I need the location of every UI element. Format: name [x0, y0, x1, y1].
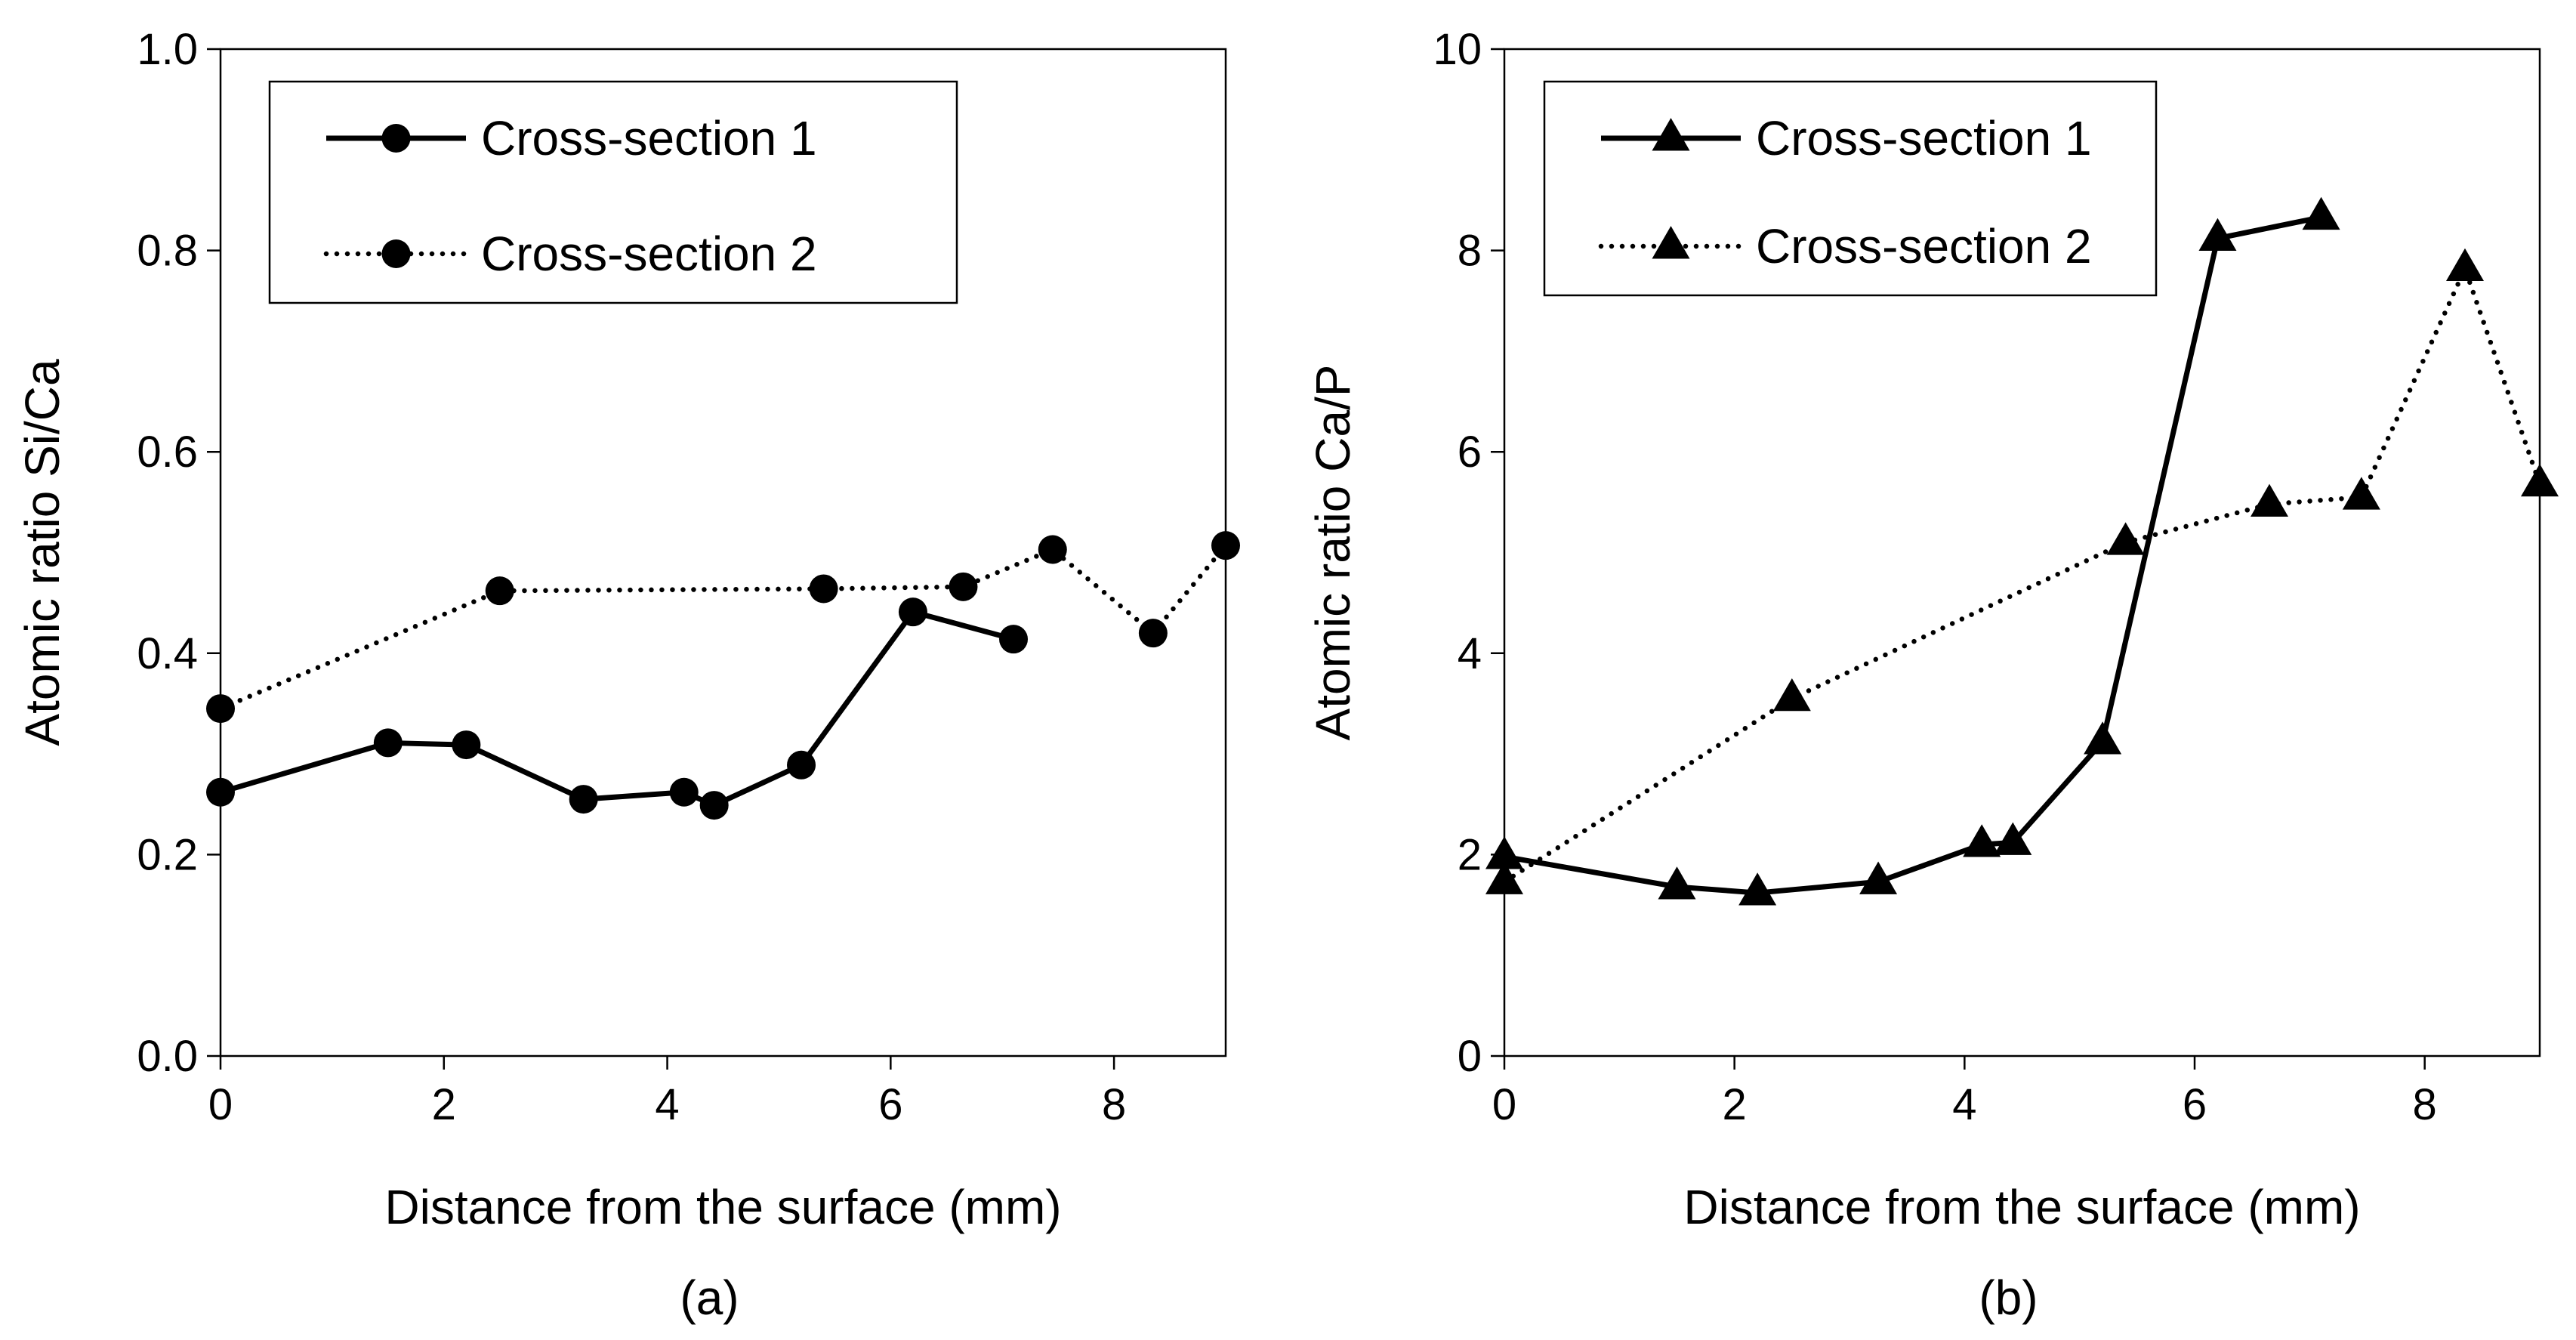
legend-label-b-1: Cross-section 1 [1756, 111, 2092, 165]
data-point-a-1-6 [787, 750, 816, 780]
x-tick-label-a-2: 4 [655, 1080, 679, 1129]
legend-label-a-1: Cross-section 1 [481, 111, 817, 165]
y-tick-label-b-3: 6 [1458, 428, 1482, 477]
y-tick-label-b-4: 8 [1458, 227, 1482, 276]
data-point-a-2-3 [949, 572, 978, 601]
y-tick-label-a-0: 0.0 [137, 1032, 198, 1081]
data-point-a-1-2 [452, 730, 481, 760]
x-tick-label-a-4: 8 [1102, 1080, 1126, 1129]
data-point-a-2-6 [1211, 531, 1240, 560]
y-tick-label-b-1: 2 [1458, 830, 1482, 879]
legend-box-b [1543, 80, 2158, 297]
data-point-b-1-5 [1994, 822, 2032, 855]
x-tick-label-b-1: 2 [1723, 1080, 1747, 1129]
data-point-a-2-4 [1038, 535, 1067, 564]
legend-marker-b-1 [1652, 118, 1690, 151]
data-point-b-2-0 [1485, 861, 1523, 894]
legend-marker-a-1 [381, 124, 411, 153]
x-axis-label-a: Distance from the surface (mm) [384, 1180, 1061, 1234]
x-tick-label-a-1: 2 [432, 1080, 456, 1129]
data-point-a-2-1 [485, 576, 514, 606]
data-point-a-1-0 [206, 777, 235, 807]
legend-b: Cross-section 1 Cross-section 2 [1543, 80, 2158, 297]
x-axis-label-b: Distance from the surface (mm) [1683, 1180, 2360, 1234]
legend-marker-a-2 [381, 239, 411, 268]
data-point-a-1-1 [373, 728, 403, 758]
plot-frame-b [1503, 48, 2541, 1057]
x-tick-label-b-2: 4 [1952, 1080, 1976, 1129]
data-point-a-1-8 [999, 625, 1029, 654]
legend-label-a-2: Cross-section 2 [481, 227, 817, 281]
data-point-b-2-6 [2521, 464, 2559, 497]
legend-marker-b-2 [1652, 226, 1690, 259]
legend-a: Cross-section 1 Cross-section 2 [268, 80, 958, 304]
legend-box-a [268, 80, 958, 304]
data-point-a-2-0 [206, 694, 235, 724]
x-tick-label-a-3: 6 [878, 1080, 902, 1129]
data-point-b-1-7 [2198, 218, 2237, 252]
data-point-b-1-3 [1859, 861, 1898, 894]
data-point-a-1-4 [669, 777, 699, 807]
data-point-a-2-2 [809, 574, 838, 604]
y-axis-label-a: Atomic ratio Si/Ca [15, 359, 69, 746]
data-point-b-2-5 [2445, 248, 2484, 282]
legend-label-b-2: Cross-section 2 [1756, 219, 2092, 273]
data-point-b-2-2 [2106, 522, 2145, 555]
y-tick-label-b-0: 0 [1458, 1032, 1482, 1081]
data-point-b-1-2 [1738, 872, 1777, 906]
x-tick-label-b-0: 0 [1492, 1080, 1516, 1129]
y-tick-label-a-2: 0.4 [137, 629, 198, 678]
y-tick-label-a-1: 0.2 [137, 830, 198, 879]
panel-label-b: (b) [1979, 1271, 2038, 1325]
data-point-b-2-3 [2251, 483, 2289, 517]
x-tick-label-a-0: 0 [208, 1080, 233, 1129]
x-tick-label-b-4: 8 [2413, 1080, 2437, 1129]
data-point-b-1-8 [2302, 196, 2340, 230]
y-tick-label-a-3: 0.6 [137, 428, 198, 477]
data-point-b-1-6 [2084, 721, 2122, 755]
data-point-a-1-5 [699, 791, 729, 820]
data-point-b-2-1 [1772, 678, 1811, 712]
x-tick-label-b-3: 6 [2183, 1080, 2207, 1129]
y-axis-label-b: Atomic ratio Ca/P [1306, 365, 1360, 741]
data-point-b-2-4 [2342, 477, 2380, 510]
chart-panel-b: 0 2 4 6 8 10 0 2 4 6 8 Distance from the surface (m… [1306, 25, 2559, 1325]
y-tick-label-a-4: 0.8 [137, 227, 198, 276]
data-point-a-1-3 [569, 785, 598, 814]
y-tick-label-b-2: 4 [1458, 629, 1482, 678]
data-point-a-1-7 [898, 597, 927, 627]
data-point-b-1-1 [1658, 866, 1696, 900]
data-point-b-1-4 [1963, 824, 2001, 857]
y-tick-label-b-5: 10 [1433, 25, 1482, 74]
panel-label-a: (a) [680, 1271, 739, 1325]
chart-panel-a: 0.0 0.2 0.4 0.6 0.8 1.0 0 2 4 6 8 Distance from the… [15, 25, 1240, 1325]
data-point-b-1-0 [1485, 836, 1523, 869]
y-tick-label-a-5: 1.0 [137, 25, 198, 74]
data-point-a-2-5 [1138, 619, 1168, 648]
